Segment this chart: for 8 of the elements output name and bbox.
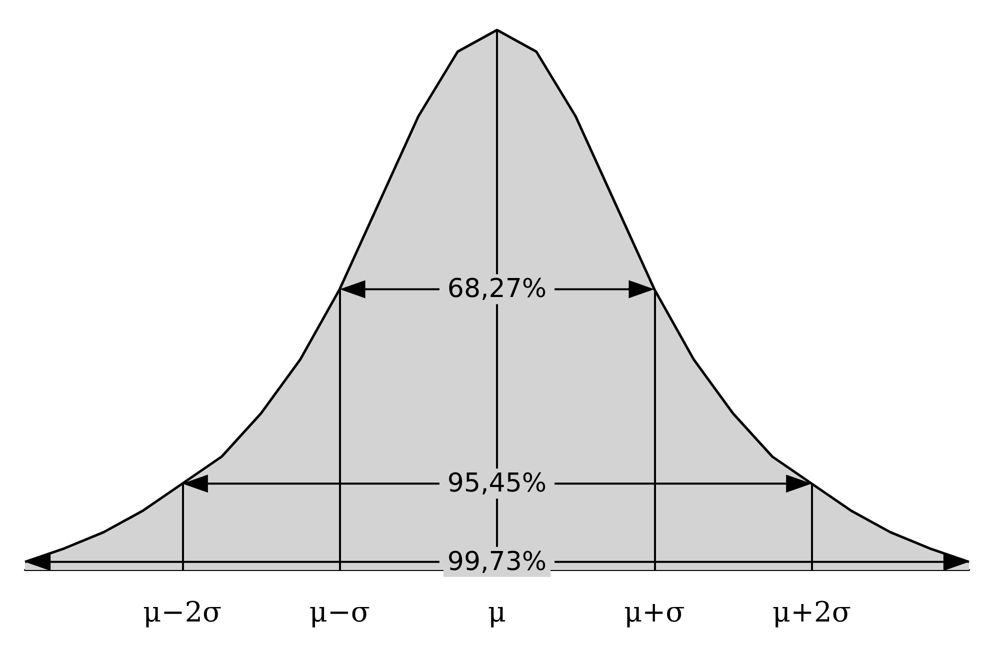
annotation: 95,45% — [447, 468, 547, 499]
x-tick-label: μ+σ — [624, 596, 685, 628]
annotation: 68,27% — [447, 274, 547, 304]
annotation: 99,73% — [447, 546, 547, 577]
x-tick-label: μ−σ — [309, 596, 370, 628]
x-tick-label: μ−2σ — [143, 596, 222, 628]
x-tick-label: μ+2σ — [772, 596, 851, 628]
x-tick-label: μ — [488, 596, 506, 628]
